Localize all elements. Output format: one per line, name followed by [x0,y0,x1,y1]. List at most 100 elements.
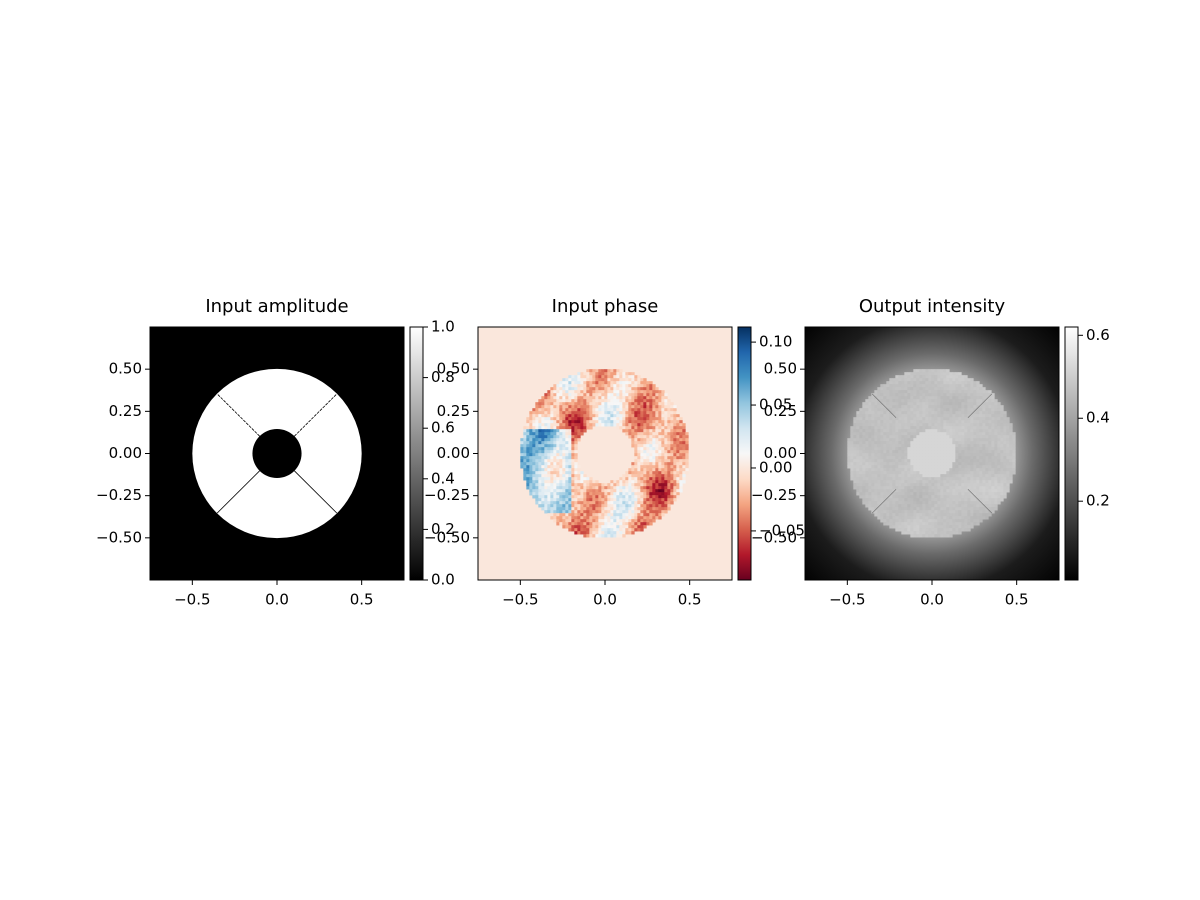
image-pixel [622,417,626,421]
image-pixel [616,420,620,424]
image-pixel [883,402,887,406]
image-pixel [907,504,911,508]
image-pixel [892,399,896,403]
image-pixel [544,501,548,505]
image-pixel [625,396,629,400]
image-pixel [949,480,953,484]
image-pixel [583,489,587,493]
image-pixel [532,468,536,472]
image-pixel [550,471,554,475]
image-pixel [943,381,947,385]
image-pixel [916,402,920,406]
image-pixel [898,519,902,523]
image-pixel [574,525,578,529]
image-pixel [601,411,605,415]
image-pixel [619,411,623,415]
image-pixel [985,465,989,469]
image-pixel [922,444,926,448]
image-pixel [988,426,992,430]
image-pixel [964,471,968,475]
image-pixel [535,444,539,448]
image-pixel [892,417,896,421]
image-pixel [679,489,683,493]
image-pixel [862,498,866,502]
image-pixel [955,435,959,439]
image-pixel [655,513,659,517]
image-pixel [628,429,632,433]
image-pixel [997,465,1001,469]
image-pixel [640,441,644,445]
image-pixel [613,510,617,514]
image-pixel [532,438,536,442]
image-pixel [643,513,647,517]
image-pixel [589,480,593,484]
image-pixel [586,525,590,529]
image-pixel [916,489,920,493]
image-pixel [949,429,953,433]
image-pixel [934,510,938,514]
image-pixel [907,429,911,433]
image-pixel [532,450,536,454]
image-pixel [967,417,971,421]
image-pixel [946,492,950,496]
image-pixel [916,507,920,511]
image-pixel [940,402,944,406]
image-pixel [547,426,551,430]
image-pixel [886,483,890,487]
image-pixel [871,498,875,502]
image-pixel [649,408,653,412]
image-pixel [883,444,887,448]
image-pixel [613,516,617,520]
image-pixel [571,387,575,391]
image-pixel [643,378,647,382]
image-pixel [988,396,992,400]
image-pixel [1006,438,1010,442]
image-pixel [538,441,542,445]
image-pixel [559,465,563,469]
image-pixel [952,522,956,526]
image-pixel [934,471,938,475]
image-pixel [904,522,908,526]
spider [871,489,897,514]
image-pixel [943,516,947,520]
image-pixel [565,501,569,505]
image-pixel [895,528,899,532]
image-pixel [928,468,932,472]
image-pixel [997,477,1001,481]
image-pixel [1009,423,1013,427]
image-pixel [874,399,878,403]
image-pixel [622,519,626,523]
image-pixel [607,423,611,427]
image-pixel [607,378,611,382]
image-pixel [1012,462,1016,466]
image-pixel [862,435,866,439]
image-pixel [637,480,641,484]
image-pixel [1000,444,1004,448]
image-pixel [637,477,641,481]
image-pixel [886,492,890,496]
image-pixel [547,507,551,511]
image-pixel [895,387,899,391]
image-pixel [574,495,578,499]
image-pixel [907,375,911,379]
image-pixel [664,477,668,481]
image-pixel [652,408,656,412]
image-pixel [910,378,914,382]
image-pixel [886,462,890,466]
image-pixel [583,504,587,508]
image-pixel [1006,471,1010,475]
image-pixel [634,414,638,418]
image-pixel [913,405,917,409]
image-pixel [853,474,857,478]
image-pixel [601,489,605,493]
image-pixel [865,489,869,493]
image-pixel [946,528,950,532]
image-pixel [646,498,650,502]
image-pixel [631,504,635,508]
image-pixel [589,390,593,394]
image-pixel [958,393,962,397]
image-pixel [961,525,965,529]
image-pixel [652,462,656,466]
image-pixel [994,423,998,427]
image-pixel [937,441,941,445]
